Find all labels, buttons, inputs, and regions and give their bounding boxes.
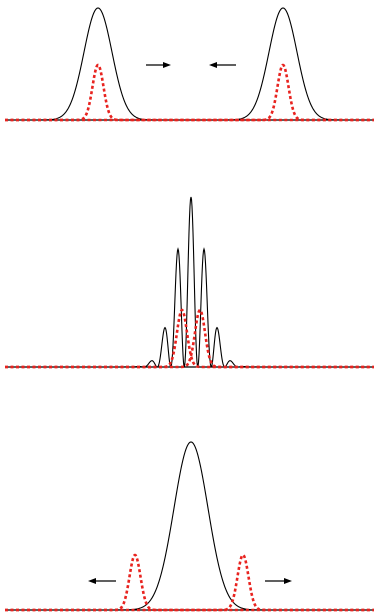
envelope-curve <box>5 7 374 121</box>
wave-packet-dotted <box>5 63 374 122</box>
wave-packet-dotted <box>5 308 374 369</box>
panel-during-collision <box>5 196 374 369</box>
wave-packet-dotted <box>5 553 374 612</box>
arrow-left <box>88 578 116 584</box>
arrow-right <box>146 62 171 68</box>
arrow-left <box>209 62 236 68</box>
wave-packet-dotted <box>5 553 374 612</box>
panel-before-collision <box>5 7 374 122</box>
arrow-right <box>265 578 292 584</box>
envelope-curve <box>5 441 374 611</box>
envelope-curve <box>5 7 374 121</box>
wave-packet-dotted <box>5 63 374 122</box>
panel-after-collision <box>5 441 374 612</box>
